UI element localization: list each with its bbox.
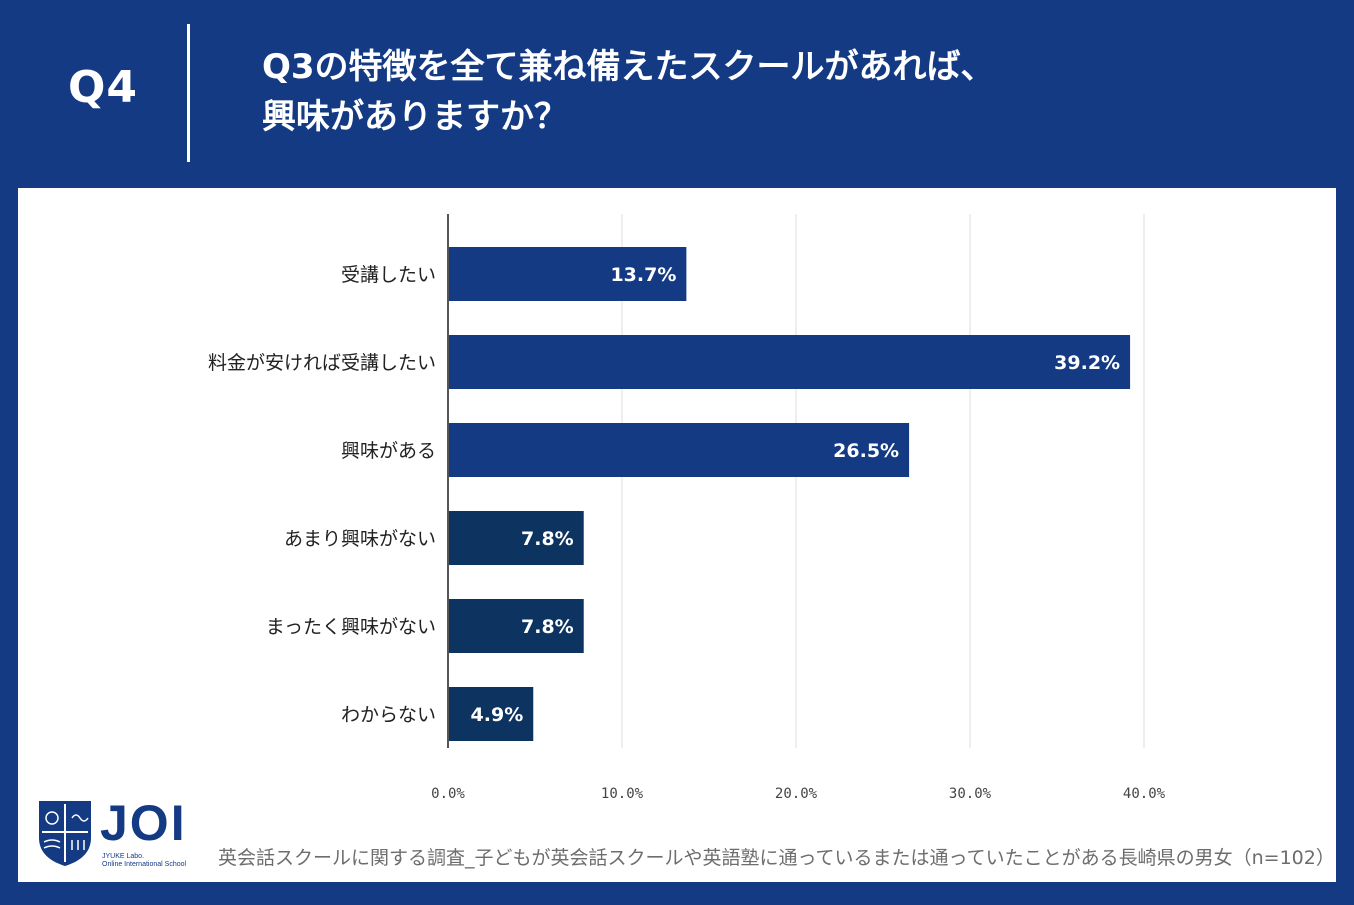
x-tick-label: 40.0% (1123, 786, 1166, 802)
question-title-line1: Q3の特徴を全て兼ね備えたスクールがあれば、 (262, 47, 995, 87)
logo-subtitle-line2: Online International School (102, 861, 187, 868)
bar-chart: 0.0% 10.0% 20.0% 30.0% 40.0% 13.7% 受講したい 39.2% 料… (208, 214, 1166, 802)
bar (448, 599, 584, 653)
joi-logo: JOI JYUKE Labo. Online International Sch… (36, 795, 198, 870)
data-label: 4.9% (471, 704, 524, 726)
x-tick-label: 30.0% (949, 786, 992, 802)
shield-icon (39, 801, 91, 866)
bar (448, 511, 584, 565)
logo-subtitle-line1: JYUKE Labo. (102, 853, 145, 860)
bar (448, 423, 910, 477)
category-label: わからない (341, 704, 436, 726)
x-tick-label: 20.0% (775, 786, 818, 802)
x-tick-label: 0.0% (431, 786, 465, 802)
header-divider (187, 24, 190, 162)
category-label: まったく興味がない (266, 616, 436, 638)
question-title: Q3の特徴を全て兼ね備えたスクールがあれば、 興味がありますか？ (262, 42, 995, 142)
category-label: あまり興味がない (284, 528, 436, 550)
data-label: 26.5% (833, 440, 899, 462)
chart-panel: 0.0% 10.0% 20.0% 30.0% 40.0% 13.7% 受講したい 39.2% 料… (18, 188, 1336, 882)
bar (448, 247, 687, 301)
data-label: 7.8% (521, 528, 574, 550)
question-title-line2: 興味がありますか？ (262, 97, 568, 137)
x-tick-label: 10.0% (601, 786, 644, 802)
logo-wordmark: JOI (100, 795, 187, 851)
data-label: 7.8% (521, 616, 574, 638)
question-number: Q4 (68, 62, 139, 113)
survey-footnote: 英会話スクールに関する調査_子どもが英会話スクールや英語塾に通っているまたは通っ… (218, 847, 1335, 869)
logo-subtitle: JYUKE Labo. Online International School (102, 853, 186, 869)
category-label: 料金が安ければ受講したい (208, 352, 436, 374)
category-label: 興味がある (341, 440, 436, 462)
data-label: 13.7% (610, 264, 676, 286)
bar (448, 687, 534, 741)
data-label: 39.2% (1054, 352, 1120, 374)
category-label: 受講したい (341, 264, 436, 286)
bar (448, 335, 1131, 389)
